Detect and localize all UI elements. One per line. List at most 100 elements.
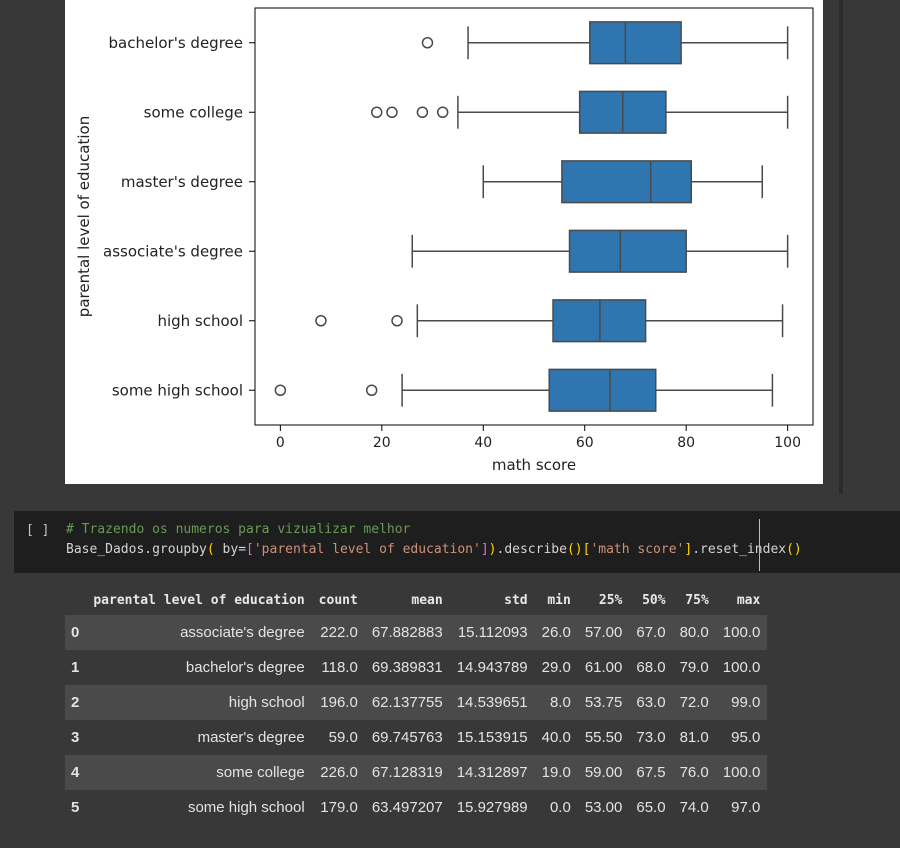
outlier-point	[421, 37, 434, 49]
boxplot-figure: 0 20 40 60 80 100 math score parental level of …	[65, 0, 823, 484]
x-tick-label: 80	[677, 435, 695, 451]
table-row: 2 high school 196.0 62.137755 14.539651 8.0 53…	[65, 685, 768, 720]
code-comment-line[interactable]: # Trazendo os numeros para vizualizar me…	[66, 522, 410, 537]
code-token: .describe	[496, 542, 567, 557]
outlier-point	[386, 106, 398, 118]
table-cell: 100.0	[722, 624, 761, 641]
row-index: 3	[71, 729, 80, 746]
table-cell: bachelor's degree	[185, 659, 305, 676]
column-header: 50%	[642, 592, 666, 608]
text-cursor	[759, 519, 760, 571]
table-cell: 15.112093	[457, 624, 528, 641]
box	[561, 160, 693, 204]
table-cell: 53.75	[584, 694, 623, 711]
column-header: 75%	[685, 592, 709, 608]
table-cell: 59.0	[328, 729, 358, 746]
table-cell: 67.0	[636, 624, 666, 641]
code-string: 'math score'	[590, 542, 685, 557]
code-token: [	[582, 542, 591, 557]
table-cell: 53.00	[584, 799, 623, 816]
table-cell: 14.943789	[456, 659, 528, 676]
y-tick-label: some college	[144, 103, 243, 121]
table-row: 5 some high school 179.0 63.497207 15.927989…	[65, 790, 768, 825]
column-header: 25%	[598, 592, 623, 608]
table-cell: 222.0	[320, 624, 358, 641]
boxplot-chart: 0 20 40 60 80 100 math score parental level of …	[75, 7, 814, 474]
row-index: 2	[71, 694, 80, 711]
output-scrollbar-track[interactable]	[839, 0, 843, 494]
column-header: mean	[411, 592, 443, 608]
table-cell: 14.312897	[456, 764, 528, 781]
table-cell: high school	[228, 694, 305, 711]
y-tick-label: associate's degree	[103, 242, 243, 260]
box	[568, 229, 687, 273]
table-header-row: parental level of education count mean std m…	[65, 585, 767, 615]
y-tick-label: high school	[157, 312, 243, 330]
code-cell[interactable]: [ ] # Trazendo os numeros para vizualiza…	[14, 511, 900, 573]
column-header: min	[547, 592, 571, 608]
table-cell: 100.0	[722, 764, 761, 781]
table-cell: 73.0	[636, 729, 666, 746]
code-token: )	[488, 542, 497, 557]
x-tick-label: 0	[276, 435, 285, 451]
describe-table: parental level of education count mean std m…	[65, 585, 768, 825]
table-cell: 99.0	[731, 694, 761, 711]
code-token: ]	[480, 542, 489, 557]
box	[548, 368, 657, 412]
outlier-point	[391, 315, 403, 327]
table-cell: 69.745763	[371, 729, 443, 746]
x-axis-label: math score	[492, 456, 576, 474]
table-cell: 80.0	[679, 624, 709, 641]
table-cell: 179.0	[320, 799, 358, 816]
table-cell: 72.0	[679, 694, 709, 711]
plot-frame	[254, 7, 814, 426]
table-cell: 62.137755	[371, 694, 443, 711]
y-tick-label: bachelor's degree	[109, 34, 243, 52]
table-cell: 76.0	[679, 764, 709, 781]
table-cell: 0.0	[549, 799, 571, 816]
table-cell: 8.0	[549, 694, 571, 711]
table-cell: 67.882883	[371, 624, 443, 641]
code-string: 'parental level of education'	[253, 542, 481, 557]
table-cell: 40.0	[541, 729, 571, 746]
y-tick-label: some high school	[112, 381, 243, 399]
outlier-point	[365, 384, 378, 396]
outlier-point	[274, 384, 287, 396]
row-index: 5	[71, 799, 80, 816]
table-row: 3 master's degree 59.0 69.745763 15.153915 40…	[65, 720, 768, 755]
table-cell: 61.00	[584, 659, 623, 676]
code-statement-line[interactable]: Base_Dados.groupby( by=['parental level …	[66, 542, 802, 557]
code-token: by=	[214, 542, 247, 557]
table-cell: 67.128319	[371, 764, 443, 781]
table-cell: 69.389831	[371, 659, 443, 676]
box	[589, 21, 682, 65]
table-cell: 118.0	[321, 659, 358, 676]
table-cell: 63.0	[636, 694, 666, 711]
table-cell: 95.0	[731, 729, 761, 746]
column-header: parental level of education	[93, 592, 305, 608]
x-tick-label: 20	[373, 435, 391, 451]
table-cell: 100.0	[722, 659, 761, 676]
table-cell: 196.0	[320, 694, 358, 711]
y-axis-label: parental level of education	[75, 116, 93, 317]
table-cell: 67.5	[636, 764, 666, 781]
row-index: 4	[71, 764, 80, 781]
x-tick-label: 40	[474, 435, 492, 451]
table-cell: 15.927989	[456, 799, 528, 816]
table-cell: 15.153915	[456, 729, 528, 746]
column-header: std	[504, 592, 528, 608]
table-cell: 59.00	[584, 764, 623, 781]
table-cell: 74.0	[679, 799, 709, 816]
code-token: Base_Dados.groupby	[66, 542, 207, 557]
code-comment: # Trazendo os numeros para vizualizar me…	[66, 522, 411, 537]
row-index: 0	[71, 624, 80, 641]
table-row: 4 some college 226.0 67.128319 14.312897 19.0…	[65, 755, 768, 790]
x-tick-label: 60	[576, 435, 594, 451]
outlier-point	[436, 106, 449, 118]
table-cell: 26.0	[541, 624, 571, 641]
code-token: ()	[786, 542, 802, 557]
table-cell: 97.0	[731, 799, 761, 816]
x-tick-label: 100	[774, 435, 801, 451]
run-cell-button[interactable]: [ ]	[26, 523, 50, 538]
code-token: [	[246, 542, 254, 557]
